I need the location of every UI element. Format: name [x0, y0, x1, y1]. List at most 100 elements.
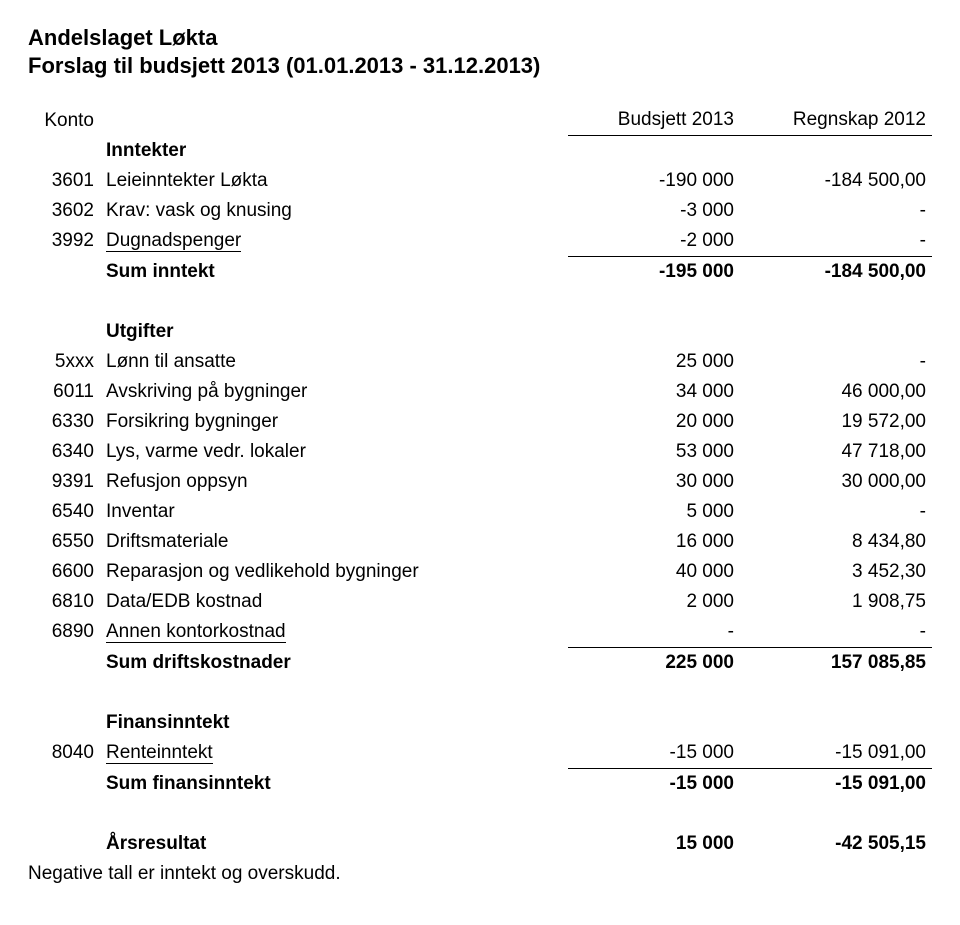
section-label-utgifter: Utgifter: [100, 317, 568, 347]
sum-regnskap: -184 500,00: [740, 256, 932, 287]
table-header-row: Konto Budsjett 2013 Regnskap 2012: [28, 105, 932, 136]
table-row: 5xxx Lønn til ansatte 25 000 -: [28, 347, 932, 377]
result-budsjett: 15 000: [568, 829, 740, 859]
row-label: Avskriving på bygninger: [100, 377, 568, 407]
table-row: 6600 Reparasjon og vedlikehold bygninger…: [28, 557, 932, 587]
row-label: Driftsmateriale: [100, 527, 568, 557]
row-regnskap: -: [740, 347, 932, 377]
row-budsjett: 40 000: [568, 557, 740, 587]
title-line-1: Andelslaget Løkta: [28, 24, 932, 52]
row-budsjett: 30 000: [568, 467, 740, 497]
row-code: 3601: [28, 166, 100, 196]
table-row: 3992 Dugnadspenger -2 000 -: [28, 226, 932, 257]
row-label: Leieinntekter Løkta: [100, 166, 568, 196]
title-line-2: Forslag til budsjett 2013 (01.01.2013 - …: [28, 52, 932, 80]
spacer: [28, 287, 932, 317]
row-budsjett: 5 000: [568, 497, 740, 527]
row-budsjett: 16 000: [568, 527, 740, 557]
table-row: 6810 Data/EDB kostnad 2 000 1 908,75: [28, 587, 932, 617]
row-regnskap: -15 091,00: [740, 738, 932, 769]
row-regnskap: 30 000,00: [740, 467, 932, 497]
sum-row: Sum finansinntekt -15 000 -15 091,00: [28, 768, 932, 799]
sum-row: Sum inntekt -195 000 -184 500,00: [28, 256, 932, 287]
row-code: 8040: [28, 738, 100, 769]
row-label: Lys, varme vedr. lokaler: [100, 437, 568, 467]
row-code: 6550: [28, 527, 100, 557]
section-row: Utgifter: [28, 317, 932, 347]
row-code: 6810: [28, 587, 100, 617]
row-regnskap: 19 572,00: [740, 407, 932, 437]
row-budsjett: 53 000: [568, 437, 740, 467]
row-label: Annen kontorkostnad: [106, 621, 286, 643]
row-budsjett: -15 000: [568, 738, 740, 769]
table-row: 6340 Lys, varme vedr. lokaler 53 000 47 …: [28, 437, 932, 467]
row-budsjett: -3 000: [568, 196, 740, 226]
row-regnskap: 3 452,30: [740, 557, 932, 587]
result-row: Årsresultat 15 000 -42 505,15: [28, 829, 932, 859]
row-label: Krav: vask og knusing: [100, 196, 568, 226]
row-code: 5xxx: [28, 347, 100, 377]
footnote: Negative tall er inntekt og overskudd.: [28, 863, 932, 885]
budget-document: Andelslaget Løkta Forslag til budsjett 2…: [0, 0, 960, 925]
row-budsjett: -: [568, 617, 740, 648]
spacer: [28, 678, 932, 708]
row-budsjett: -2 000: [568, 226, 740, 257]
row-budsjett: 34 000: [568, 377, 740, 407]
sum-regnskap: -15 091,00: [740, 768, 932, 799]
budget-table: Konto Budsjett 2013 Regnskap 2012 Inntek…: [28, 105, 932, 859]
row-code: 6890: [28, 617, 100, 648]
row-regnskap: 47 718,00: [740, 437, 932, 467]
row-label: Refusjon oppsyn: [100, 467, 568, 497]
row-code: 3992: [28, 226, 100, 257]
row-budsjett: 2 000: [568, 587, 740, 617]
table-row: 3602 Krav: vask og knusing -3 000 -: [28, 196, 932, 226]
table-row: 6550 Driftsmateriale 16 000 8 434,80: [28, 527, 932, 557]
row-budsjett: 20 000: [568, 407, 740, 437]
row-budsjett: -190 000: [568, 166, 740, 196]
section-label-inntekter: Inntekter: [100, 136, 568, 166]
table-row: 9391 Refusjon oppsyn 30 000 30 000,00: [28, 467, 932, 497]
sum-budsjett: -195 000: [568, 256, 740, 287]
section-label-finansinntekt: Finansinntekt: [100, 708, 568, 738]
result-regnskap: -42 505,15: [740, 829, 932, 859]
row-regnskap: -: [740, 497, 932, 527]
row-label: Dugnadspenger: [106, 230, 241, 252]
section-row: Finansinntekt: [28, 708, 932, 738]
row-budsjett: 25 000: [568, 347, 740, 377]
row-label: Inventar: [100, 497, 568, 527]
table-row: 6011 Avskriving på bygninger 34 000 46 0…: [28, 377, 932, 407]
row-label: Reparasjon og vedlikehold bygninger: [100, 557, 568, 587]
sum-label: Sum inntekt: [100, 256, 568, 287]
sum-budsjett: -15 000: [568, 768, 740, 799]
row-label: Lønn til ansatte: [100, 347, 568, 377]
row-code: 3602: [28, 196, 100, 226]
row-regnskap: 46 000,00: [740, 377, 932, 407]
row-code: 6540: [28, 497, 100, 527]
row-regnskap: -: [740, 196, 932, 226]
row-regnskap: 8 434,80: [740, 527, 932, 557]
result-label: Årsresultat: [100, 829, 568, 859]
sum-regnskap: 157 085,85: [740, 647, 932, 678]
table-row: 8040 Renteinntekt -15 000 -15 091,00: [28, 738, 932, 769]
header-konto: Konto: [28, 105, 100, 136]
row-label: Renteinntekt: [106, 742, 213, 764]
section-row: Inntekter: [28, 136, 932, 166]
table-row: 6540 Inventar 5 000 -: [28, 497, 932, 527]
table-row: 3601 Leieinntekter Løkta -190 000 -184 5…: [28, 166, 932, 196]
sum-label: Sum finansinntekt: [100, 768, 568, 799]
spacer: [28, 799, 932, 829]
row-regnskap: 1 908,75: [740, 587, 932, 617]
header-regnskap: Regnskap 2012: [740, 105, 932, 136]
sum-label: Sum driftskostnader: [100, 647, 568, 678]
row-regnskap: -: [740, 617, 932, 648]
row-code: 9391: [28, 467, 100, 497]
header-budsjett: Budsjett 2013: [568, 105, 740, 136]
sum-budsjett: 225 000: [568, 647, 740, 678]
row-label: Forsikring bygninger: [100, 407, 568, 437]
sum-row: Sum driftskostnader 225 000 157 085,85: [28, 647, 932, 678]
row-code: 6600: [28, 557, 100, 587]
row-code: 6011: [28, 377, 100, 407]
row-regnskap: -184 500,00: [740, 166, 932, 196]
row-code: 6340: [28, 437, 100, 467]
table-row: 6330 Forsikring bygninger 20 000 19 572,…: [28, 407, 932, 437]
